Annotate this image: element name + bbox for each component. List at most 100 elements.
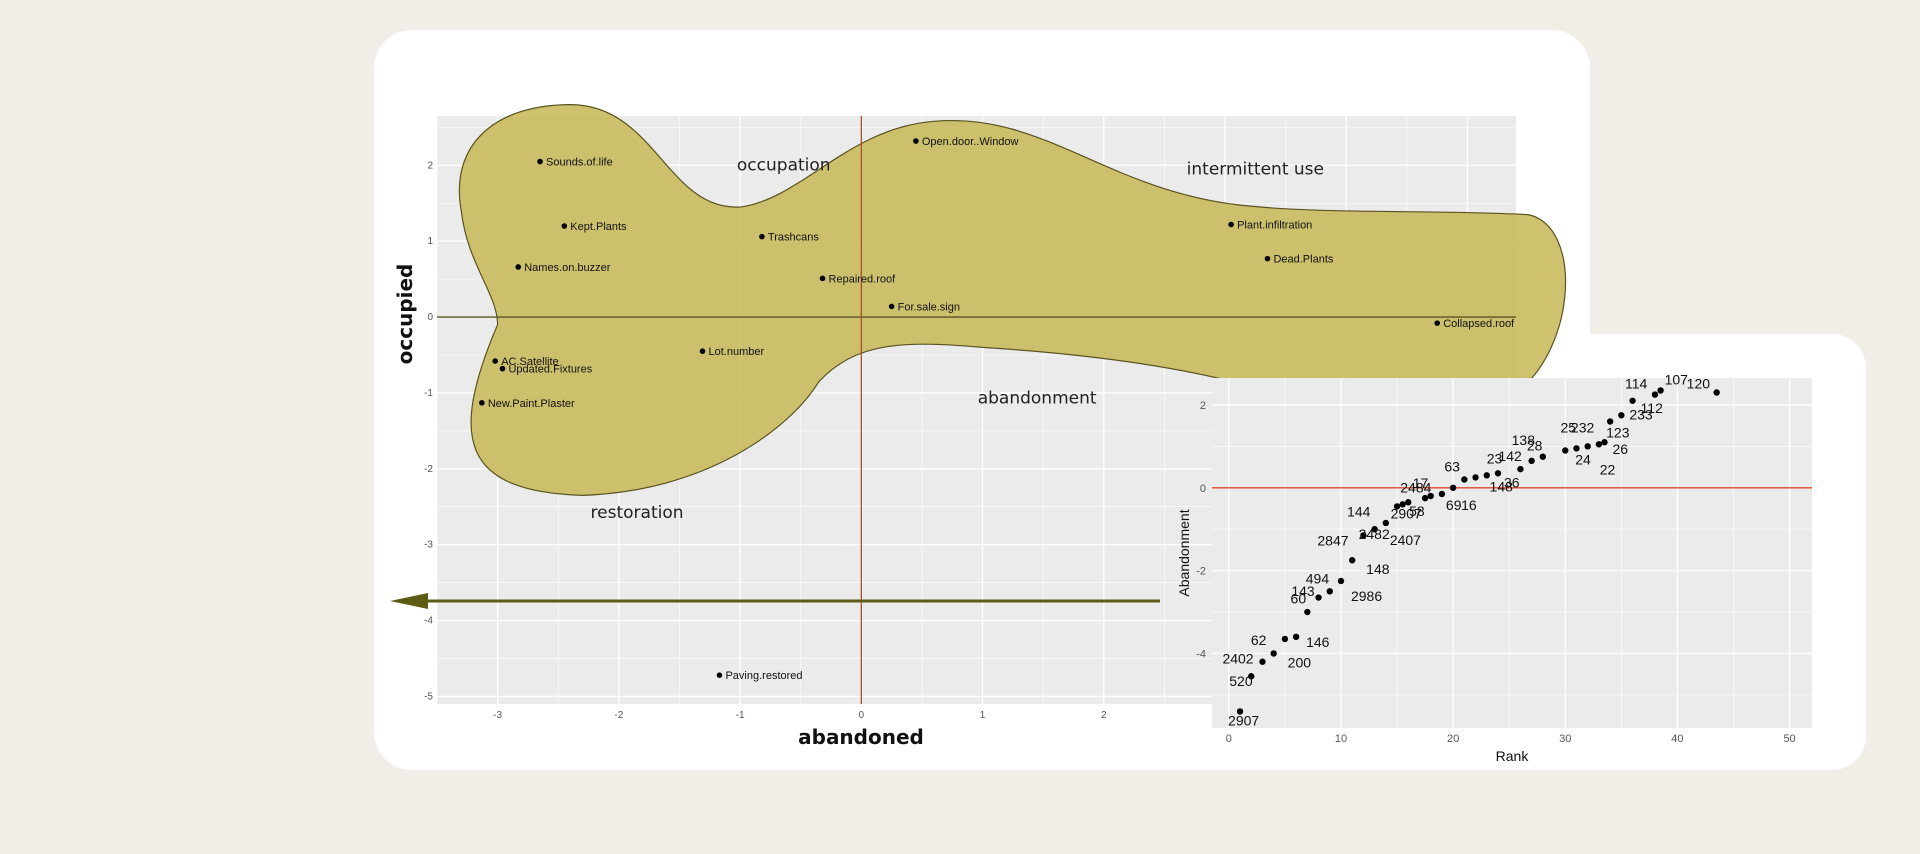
data-point — [479, 399, 485, 406]
data-point — [492, 358, 498, 364]
point-label: Plant.infiltration — [1237, 219, 1312, 231]
point-label: Repaired.roof — [829, 273, 897, 285]
inset-data-point — [1539, 453, 1547, 460]
inset-point-label: 69 — [1446, 497, 1462, 513]
inset-data-point — [1326, 588, 1333, 595]
inset-x-tick-label: 30 — [1559, 733, 1571, 745]
inset-point-label: 144 — [1347, 503, 1371, 519]
inset-x-tick-label: 50 — [1783, 733, 1795, 745]
region-label: intermittent use — [1187, 159, 1324, 179]
y-axis-title: occupied — [393, 264, 417, 365]
point-label: For.sale.sign — [898, 301, 960, 313]
inset-point-label: 62 — [1251, 632, 1267, 648]
inset-point-label: 36 — [1504, 474, 1520, 490]
y-tick-label: -1 — [424, 388, 433, 399]
inset-data-point — [1382, 519, 1390, 527]
point-label: Open.door..Window — [922, 136, 1019, 148]
arrow-head — [390, 593, 428, 609]
y-tick-label: 1 — [427, 236, 433, 247]
inset-data-point — [1606, 418, 1614, 425]
data-point — [1228, 221, 1234, 228]
inset-point-label: 2986 — [1351, 588, 1382, 604]
inset-plot-panel — [1212, 378, 1812, 728]
data-point — [537, 158, 543, 165]
inset-data-point — [1315, 594, 1322, 601]
inset-data-point — [1562, 447, 1569, 454]
data-point — [1434, 320, 1440, 326]
data-point — [561, 223, 568, 229]
region-label: occupation — [737, 156, 831, 176]
inset-data-point — [1393, 503, 1401, 510]
inset-data-point — [1292, 633, 1300, 641]
inset-point-label: 2484 — [1400, 479, 1431, 495]
point-label: New.Paint.Plaster — [488, 398, 575, 410]
inset-x-tick-label: 10 — [1335, 733, 1347, 745]
data-point — [716, 672, 723, 678]
data-point — [888, 303, 895, 310]
inset-x-tick-label: 40 — [1671, 733, 1683, 745]
point-label: Collapsed.roof — [1443, 318, 1515, 330]
inset-x-axis-title: Rank — [1496, 748, 1530, 764]
inset-y-tick-label: -2 — [1196, 566, 1206, 578]
data-point — [699, 348, 706, 355]
inset-data-point — [1337, 577, 1345, 585]
x-tick-label: 2 — [1101, 710, 1107, 721]
inset-data-point — [1528, 457, 1535, 465]
inset-point-label: 25 — [1560, 419, 1576, 435]
inset-point-label: 23 — [1487, 450, 1503, 466]
inset-y-axis-title: Abandonment — [1176, 509, 1192, 596]
y-tick-label: -5 — [424, 691, 433, 702]
y-tick-label: 0 — [427, 312, 433, 323]
region-blob — [458, 104, 1567, 496]
inset-point-label: 2907 — [1391, 505, 1422, 521]
x-tick-label: -3 — [493, 710, 502, 721]
point-label: Sounds.of.life — [546, 157, 613, 169]
inset-point-label: 2482 — [1359, 526, 1390, 542]
inset-point-label: 146 — [1306, 634, 1330, 650]
inset-point-label: 143 — [1291, 583, 1315, 599]
inset-point-label: 112 — [1641, 400, 1664, 416]
inset-point-label: 26 — [1613, 441, 1629, 457]
x-tick-label: -1 — [736, 710, 745, 721]
inset-point-label: 138 — [1512, 432, 1536, 448]
inset-point-label: 494 — [1306, 570, 1330, 586]
inset-y-tick-label: -4 — [1196, 648, 1206, 660]
inset-data-point — [1270, 650, 1277, 657]
point-label: Trashcans — [768, 232, 819, 244]
inset-data-point — [1595, 441, 1603, 448]
inset-point-label: 107 — [1665, 371, 1689, 387]
inset-data-point — [1427, 492, 1434, 500]
inset-point-label: 2407 — [1390, 532, 1421, 548]
inset-x-tick-label: 0 — [1226, 733, 1232, 745]
inset-data-point — [1405, 499, 1412, 506]
x-tick-label: -2 — [614, 710, 623, 721]
inset-data-point — [1651, 391, 1659, 398]
inset-data-point — [1573, 445, 1580, 452]
inset-data-point — [1601, 439, 1608, 446]
inset-point-label: 114 — [1625, 376, 1648, 392]
inset-point-label: 2847 — [1317, 532, 1348, 548]
inset-data-point — [1304, 608, 1311, 616]
inset-point-label: 17 — [1413, 475, 1429, 491]
point-label: Names.on.buzzer — [524, 262, 611, 274]
x-tick-label: 0 — [859, 710, 865, 721]
x-axis-title: abandoned — [798, 725, 924, 749]
point-label: Kept.Plants — [570, 221, 627, 233]
inset-point-label: 148 — [1366, 561, 1390, 577]
inset-data-point — [1281, 635, 1289, 643]
point-label: AC.Satellite — [501, 356, 558, 368]
inset-data-point — [1657, 387, 1664, 394]
data-point — [913, 138, 919, 144]
inset-data-point — [1483, 472, 1490, 479]
inset-point-label: 60 — [1291, 591, 1307, 607]
x-tick-label: 1 — [980, 710, 986, 721]
inset-data-point — [1449, 484, 1457, 491]
data-point — [515, 264, 522, 270]
region-label: restoration — [591, 503, 684, 523]
point-label: Paving.restored — [725, 670, 802, 682]
region-label: abandonment — [978, 389, 1097, 409]
inset-point-label: 233 — [1629, 406, 1653, 422]
inset-data-point — [1371, 525, 1378, 533]
inset-point-label: 520 — [1229, 673, 1253, 689]
